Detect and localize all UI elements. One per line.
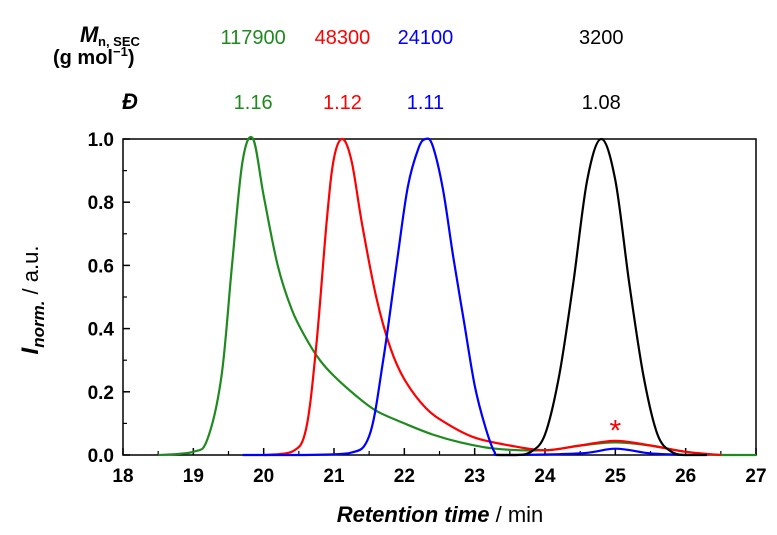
mn-unit-sup: −1 [113, 44, 128, 59]
x-tick-label: 27 [745, 466, 766, 487]
mn-value-1: 117900 [220, 27, 285, 49]
annotations: * [609, 415, 621, 448]
x-tick-label: 20 [253, 466, 274, 487]
mn-unit: (g mol−1) [53, 44, 135, 69]
x-tick-label: 25 [605, 466, 627, 487]
y-tick-label: 0.0 [88, 446, 114, 467]
y-tick-label: 0.2 [88, 383, 114, 404]
asterisk-annotation: * [609, 415, 621, 448]
dispersity-value-3: 1.11 [407, 92, 444, 114]
y-axis-title: Inorm. / a.u. [17, 246, 48, 355]
x-axis-title: Retention time / min [337, 502, 544, 527]
y-tick-label: 1.0 [88, 130, 114, 151]
series-line-1 [158, 135, 756, 457]
dispersity-value-2: 1.12 [323, 92, 362, 114]
x-axis: 18 19 20 21 22 23 24 25 26 27 [112, 448, 767, 487]
mn-subscript: n, SEC [98, 34, 141, 49]
mn-unit-pre: (g mol [53, 47, 113, 69]
series-line-2 [263, 137, 721, 457]
y-tick-label: 0.6 [88, 256, 114, 277]
x-tick-label: 26 [675, 466, 696, 487]
x-tick-label: 23 [464, 466, 485, 487]
plot-frame [122, 138, 757, 456]
mn-value-3: 24100 [398, 27, 454, 49]
y-tick-label: 0.4 [88, 320, 115, 341]
x-tick-label: 22 [394, 466, 415, 487]
x-tick-label: 21 [323, 466, 345, 487]
mn-value-2: 48300 [315, 27, 371, 49]
mn-unit-post: ) [128, 47, 135, 69]
mn-value-4: 3200 [579, 27, 624, 49]
header-values: 117900 1.16 48300 1.12 24100 1.11 3200 1.08 [220, 27, 623, 114]
mn-symbol: M [80, 22, 99, 47]
series-line-4 [495, 137, 707, 457]
y-tick-label: 0.8 [88, 193, 114, 214]
series-line-3 [242, 137, 686, 457]
x-tick-label: 19 [183, 466, 204, 487]
dispersity-symbol: Đ [122, 89, 138, 114]
header-mn: M n, SEC (g mol−1) Đ [53, 22, 141, 114]
y-axis: 0.0 0.2 0.4 0.6 0.8 1.0 [88, 130, 130, 467]
x-tick-label: 18 [112, 466, 133, 487]
dispersity-value-1: 1.16 [234, 92, 273, 114]
curves [158, 135, 756, 457]
dispersity-value-4: 1.08 [582, 92, 621, 114]
x-tick-label: 24 [534, 466, 556, 487]
